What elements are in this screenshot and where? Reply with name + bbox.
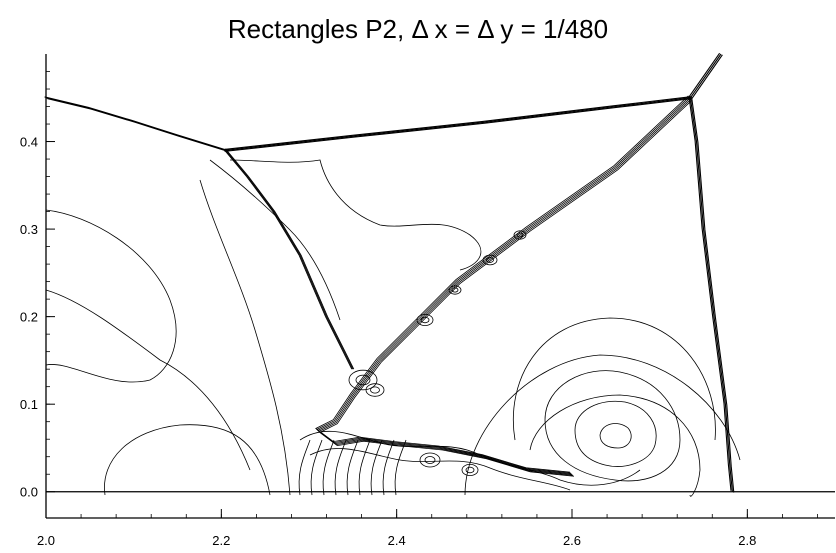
x-tick-label: 2.6 <box>563 533 581 548</box>
vortex-contour <box>482 254 498 266</box>
contour-line <box>298 439 311 496</box>
vortex-contour <box>365 383 385 397</box>
vortex-contour <box>448 285 462 295</box>
axes <box>45 54 835 519</box>
shock-features <box>44 52 835 493</box>
contour-line <box>529 394 701 497</box>
incident-shock-line <box>47 98 228 152</box>
y-tick-label: 0.2 <box>20 310 38 325</box>
contour-line <box>599 423 632 449</box>
x-tick-label: 2.2 <box>212 533 230 548</box>
upper-shock-line <box>689 53 722 99</box>
right-shock-line <box>688 96 732 491</box>
mach-stem-line <box>224 96 690 151</box>
y-tick-label: 0.1 <box>20 397 38 412</box>
vortex-contour <box>424 456 436 464</box>
contour-line <box>45 289 251 471</box>
contour-line <box>346 439 359 496</box>
contour-line <box>229 159 482 271</box>
contour-line <box>45 209 177 383</box>
vortex-contour <box>461 463 479 476</box>
curved-shock-line <box>225 150 354 370</box>
triple-point <box>688 96 692 100</box>
curved-shock-line <box>224 150 353 370</box>
slip-line <box>317 97 691 475</box>
slip-line <box>315 95 689 473</box>
contour-line <box>322 439 335 496</box>
right-shock-line <box>691 98 735 493</box>
vortex-contour <box>370 386 380 394</box>
contour-line <box>310 439 323 496</box>
curved-shock-line <box>226 150 355 370</box>
right-shock-line <box>689 97 733 492</box>
upper-shock-line <box>691 54 723 99</box>
y-tick-label: 0.4 <box>20 135 38 150</box>
ticks <box>45 71 818 518</box>
mach-stem-line <box>227 98 692 152</box>
vortex-contour <box>465 466 475 474</box>
x-tick-label: 2.0 <box>37 533 55 548</box>
y-tick-label: 0.3 <box>20 222 38 237</box>
contour-line <box>574 400 657 467</box>
slip-line <box>319 99 693 477</box>
contour-line <box>370 439 383 496</box>
contour-line <box>309 448 571 491</box>
contour-line <box>394 439 407 496</box>
contour-line <box>199 179 291 496</box>
tick-labels: 2.0 2.2 2.4 2.6 2.8 0.0 0.1 0.2 0.3 0.4 <box>20 135 756 548</box>
upper-shock-line <box>688 52 721 98</box>
vortex-contour <box>419 452 441 468</box>
contour-line <box>358 439 371 496</box>
chart-title: Rectangles P2, Δ x = Δ y = 1/480 <box>227 14 609 44</box>
contour-line <box>104 424 271 496</box>
contour-lines <box>45 159 741 497</box>
x-tick-label: 2.8 <box>738 533 756 548</box>
contour-line <box>382 439 395 496</box>
contour-line <box>464 354 741 496</box>
contour-line <box>544 370 681 482</box>
contour-line <box>209 159 341 321</box>
mach-stem-line <box>225 97 691 151</box>
contour-line <box>512 317 716 441</box>
x-tick-label: 2.4 <box>388 533 406 548</box>
vortex-contour <box>420 316 430 324</box>
vortex-contour <box>348 369 378 391</box>
y-tick-label: 0.0 <box>20 485 38 500</box>
slip-line <box>318 98 692 476</box>
triple-point <box>224 148 228 152</box>
vortex-contour <box>355 374 371 386</box>
slip-line <box>316 96 690 474</box>
